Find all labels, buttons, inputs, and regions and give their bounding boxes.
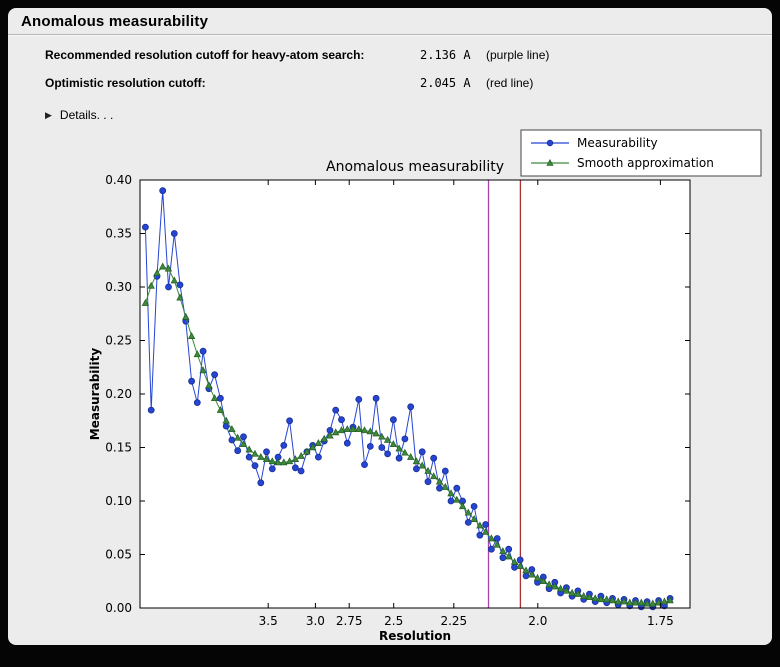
x-axis-label: Resolution [379, 629, 451, 642]
details-toggle[interactable]: ▶ Details. . . [45, 108, 113, 122]
y-tick-label: 0.10 [105, 494, 132, 508]
legend: Measurability Smooth approximation [520, 129, 762, 177]
smooth-approximation-series [141, 262, 674, 607]
recommended-cutoff-note: (purple line) [486, 48, 550, 62]
x-tick-label: 3.5 [259, 614, 278, 628]
y-tick-label: 0.40 [105, 173, 132, 187]
x-tick-label: 3.0 [306, 614, 325, 628]
y-tick-label: 0.00 [105, 601, 132, 615]
y-tick-label: 0.15 [105, 441, 132, 455]
x-tick-label: 2.25 [440, 614, 467, 628]
anomalous-measurability-panel: Anomalous measurability Recommended reso… [8, 8, 772, 645]
recommended-cutoff-value: 2.136 A [420, 48, 471, 62]
legend-label-measurability: Measurability [577, 136, 658, 150]
measurability-chart-svg: 3.5 3.0 2.75 2.5 2.25 2.0 1.75 0.00 0.05 0.10 0.15… [88, 129, 762, 643]
x-tick-label: 2.75 [336, 614, 363, 628]
chart-container: 3.5 3.0 2.75 2.5 2.25 2.0 1.75 0.00 0.05 0.10 0.15… [85, 128, 780, 643]
y-tick-label: 0.20 [105, 387, 132, 401]
plot-area [140, 180, 690, 608]
cutoff-row-recommended: Recommended resolution cutoff for heavy-… [45, 48, 549, 62]
disclosure-triangle-icon: ▶ [45, 110, 52, 120]
y-tick-label: 0.05 [105, 548, 132, 562]
y-tick-label: 0.25 [105, 334, 132, 348]
recommended-cutoff-label: Recommended resolution cutoff for heavy-… [45, 48, 365, 62]
optimistic-cutoff-value: 2.045 A [420, 76, 471, 90]
optimistic-cutoff-note: (red line) [486, 76, 534, 90]
legend-label-smooth: Smooth approximation [577, 156, 714, 170]
details-label: Details. . . [59, 108, 114, 122]
legend-measurability-marker-icon [546, 139, 554, 147]
cutoff-row-optimistic: Optimistic resolution cutoff: 2.045 A (red… [45, 76, 533, 90]
title-separator [8, 34, 772, 36]
legend-box [520, 129, 762, 177]
optimistic-cutoff-label: Optimistic resolution cutoff: [45, 76, 206, 90]
x-tick-label: 2.5 [384, 614, 403, 628]
x-tick-label: 1.75 [647, 614, 674, 628]
y-tick-label: 0.30 [105, 280, 132, 294]
chart-title: Anomalous measurability [326, 159, 504, 175]
y-tick-label: 0.35 [105, 227, 132, 241]
page-title: Anomalous measurability [21, 13, 209, 30]
y-axis-label: Measurability [88, 348, 102, 441]
x-tick-label: 2.0 [528, 614, 547, 628]
legend-smooth-marker-icon [546, 159, 554, 166]
